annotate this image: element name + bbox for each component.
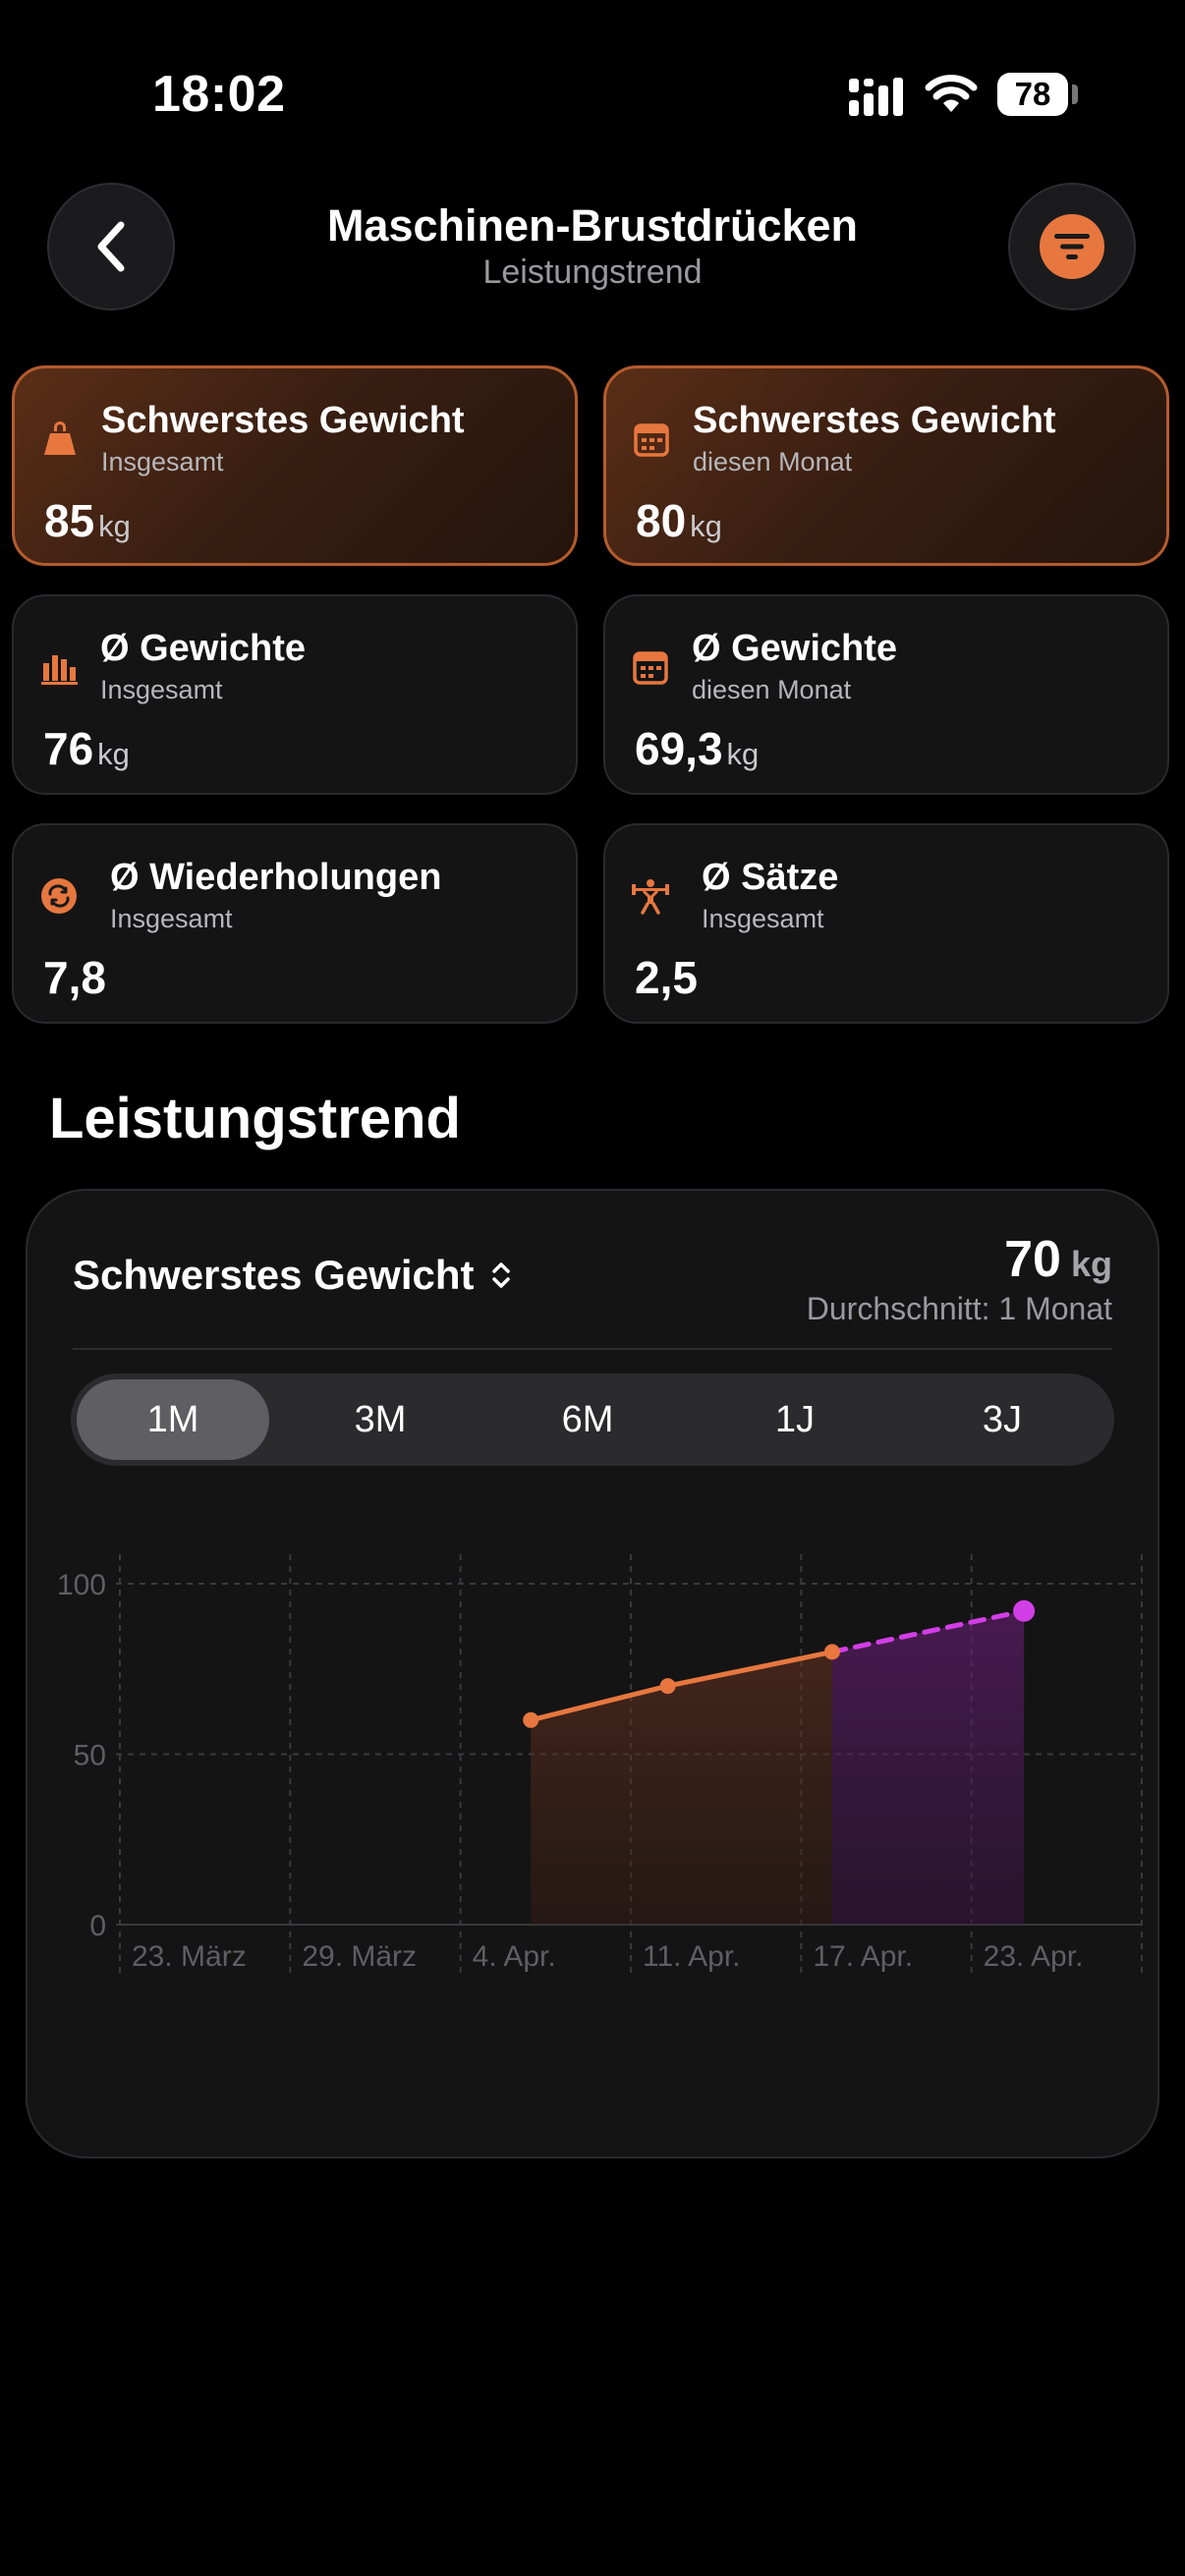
range-1j[interactable]: 1J [774, 1399, 816, 1440]
trend-card: Schwerstes Gewicht 70 kg Durchschnitt: 1 … [26, 1189, 1159, 2158]
series-area [531, 1652, 832, 1925]
weightlifter-icon [632, 879, 669, 915]
card-subtitle: Insgesamt [101, 447, 224, 476]
stat-card-avg-reps[interactable]: Ø Wiederholungen Insgesamt 7,8 [12, 823, 578, 1024]
y-tick-label: 0 [89, 1910, 106, 1942]
stat-card-max-weight-total[interactable]: Schwerstes Gewicht Insgesamt 85 kg [12, 365, 578, 566]
page-title: Maschinen-Brustdrücken [326, 200, 859, 251]
range-selector: 1M 3M 6M 1J 3J [71, 1373, 1114, 1466]
chevron-left-icon [97, 221, 125, 272]
stat-card-max-weight-month[interactable]: Schwerstes Gewicht diesen Monat 80 kg [603, 365, 1169, 566]
x-tick-label: 23. März [132, 1940, 247, 1973]
card-title: Ø Wiederholungen [110, 857, 442, 898]
status-bar: 18:02 78 [0, 0, 1185, 147]
card-subtitle: Insgesamt [110, 904, 233, 933]
filter-icon [1054, 234, 1090, 259]
back-button[interactable] [47, 183, 175, 310]
status-time: 18:02 [152, 66, 286, 123]
card-subtitle: diesen Monat [693, 447, 853, 476]
calendar-icon [634, 423, 669, 457]
x-tick-label: 11. Apr. [643, 1940, 741, 1973]
card-subtitle: diesen Monat [692, 675, 852, 704]
card-title: Ø Gewichte [100, 628, 307, 669]
stat-card-avg-sets[interactable]: Ø Sätze Insgesamt 2,5 [603, 823, 1169, 1024]
card-value: 2,5 [635, 952, 698, 1003]
card-subtitle: Insgesamt [100, 675, 223, 704]
trend-average-label: Durchschnitt: 1 Monat [806, 1291, 1112, 1326]
x-tick-label: 23. Apr. [984, 1940, 1084, 1973]
card-value: 85 kg [44, 495, 131, 546]
y-tick-label: 50 [74, 1740, 106, 1772]
cellular-signal-icon [849, 78, 903, 116]
x-tick-label: 4. Apr. [473, 1940, 556, 1973]
x-tick-label: 29. März [302, 1940, 417, 1973]
chevron-up-down-icon [491, 1262, 510, 1288]
filter-icon-bg [1040, 214, 1104, 279]
filter-button[interactable] [1008, 183, 1136, 310]
forecast-line [829, 1608, 1027, 1654]
bar-chart-icon [41, 655, 78, 685]
card-title: Schwerstes Gewicht [101, 400, 465, 441]
kettlebell-icon [44, 421, 76, 455]
y-tick-label: 100 [57, 1569, 106, 1601]
repeat-icon [41, 878, 77, 914]
card-title: Ø Sätze [702, 857, 839, 898]
card-title: Schwerstes Gewicht [693, 400, 1056, 441]
card-value: 7,8 [43, 952, 106, 1003]
range-3m[interactable]: 3M [354, 1399, 407, 1440]
trend-chart: 100 50 0 23. März 29. März 4. Apr. 11. Apr. 17.… [57, 1554, 1143, 1979]
metric-selector-label: Schwerstes Gewicht [73, 1252, 475, 1298]
card-subtitle: Insgesamt [702, 904, 824, 933]
range-1m[interactable]: 1M [77, 1379, 269, 1460]
divider [73, 1348, 1112, 1350]
trend-value: 70 kg [1004, 1231, 1112, 1288]
section-title: Leistungstrend [49, 1087, 461, 1150]
forecast-area [831, 1610, 1025, 1925]
forecast-point [1013, 1599, 1036, 1622]
data-point [659, 1678, 676, 1695]
data-point [523, 1711, 539, 1728]
card-value: 80 kg [636, 495, 722, 546]
battery-cap [1072, 84, 1078, 104]
card-value: 69,3 kg [635, 723, 760, 774]
stat-card-avg-weight-month[interactable]: Ø Gewichte diesen Monat 69,3 kg [603, 594, 1169, 795]
range-3j[interactable]: 3J [982, 1399, 1023, 1440]
calendar-icon [633, 651, 668, 685]
data-point [823, 1644, 840, 1660]
stat-card-avg-weight-total[interactable]: Ø Gewichte Insgesamt 76 kg [12, 594, 578, 795]
battery-level: 78 [997, 73, 1068, 116]
x-tick-label: 17. Apr. [813, 1940, 913, 1973]
card-title: Ø Gewichte [692, 628, 898, 669]
card-value: 76 kg [43, 723, 130, 774]
wifi-icon [925, 75, 978, 112]
range-6m[interactable]: 6M [561, 1399, 614, 1440]
metric-selector[interactable]: Schwerstes Gewicht [73, 1252, 514, 1299]
page-subtitle: Leistungstrend [482, 253, 703, 291]
